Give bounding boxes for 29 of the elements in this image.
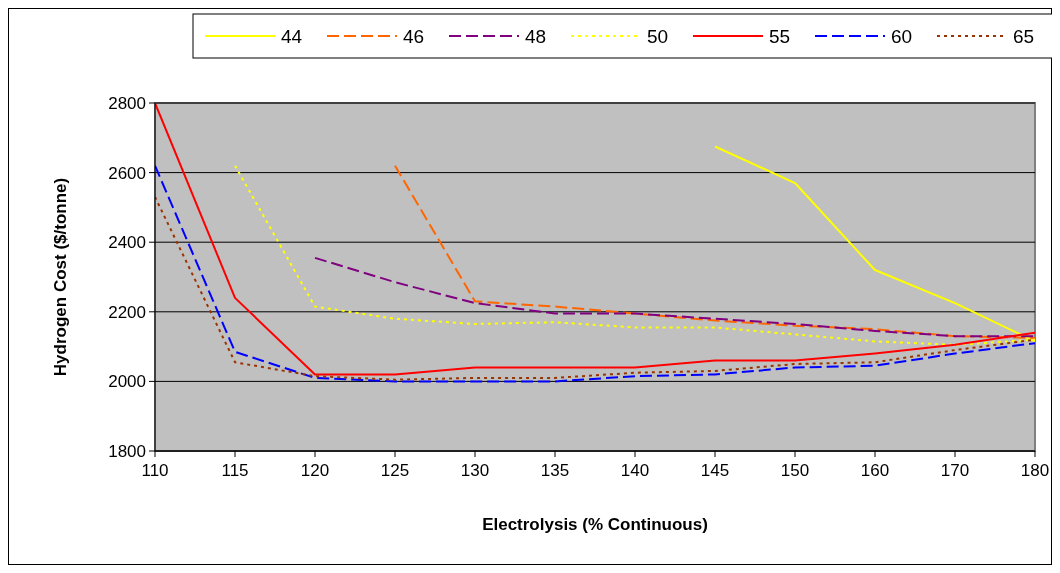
legend-label: 50: [647, 26, 669, 47]
legend-label: 48: [525, 26, 547, 47]
y-tick-label: 2600: [108, 163, 146, 183]
x-tick-label: 120: [300, 461, 330, 480]
y-tick-label: 2200: [108, 302, 146, 322]
x-tick-label: 110: [141, 461, 169, 480]
line-series: [394, 164, 1035, 339]
x-tick-label: 115: [221, 461, 249, 480]
y-tick-label: 2000: [108, 372, 146, 392]
y-tick-label: 2800: [108, 94, 146, 113]
legend-label: 65: [1013, 26, 1035, 47]
legend-label: 46: [403, 26, 425, 47]
x-tick-label: 170: [940, 461, 970, 480]
x-tick-label: 145: [700, 461, 730, 480]
x-axis-title: Electrolysis (% Continuous): [482, 515, 708, 534]
legend-label: 60: [891, 26, 913, 47]
line-series: [314, 256, 1035, 338]
x-tick-label: 135: [540, 461, 570, 480]
legend-label: 44: [281, 26, 303, 47]
y-tick-label: 2400: [108, 233, 146, 253]
x-tick-label: 125: [380, 461, 410, 480]
x-tick-label: 130: [460, 461, 490, 480]
x-tick-label: 140: [620, 461, 650, 480]
y-tick-label: 1800: [108, 442, 146, 461]
y-axis-title: Hydrogen Cost ($/tonne): [51, 177, 70, 377]
legend-label: 55: [769, 26, 791, 47]
x-tick-label: 150: [780, 461, 810, 480]
x-tick-label: 160: [860, 461, 890, 480]
x-tick-label: 180: [1020, 461, 1050, 480]
